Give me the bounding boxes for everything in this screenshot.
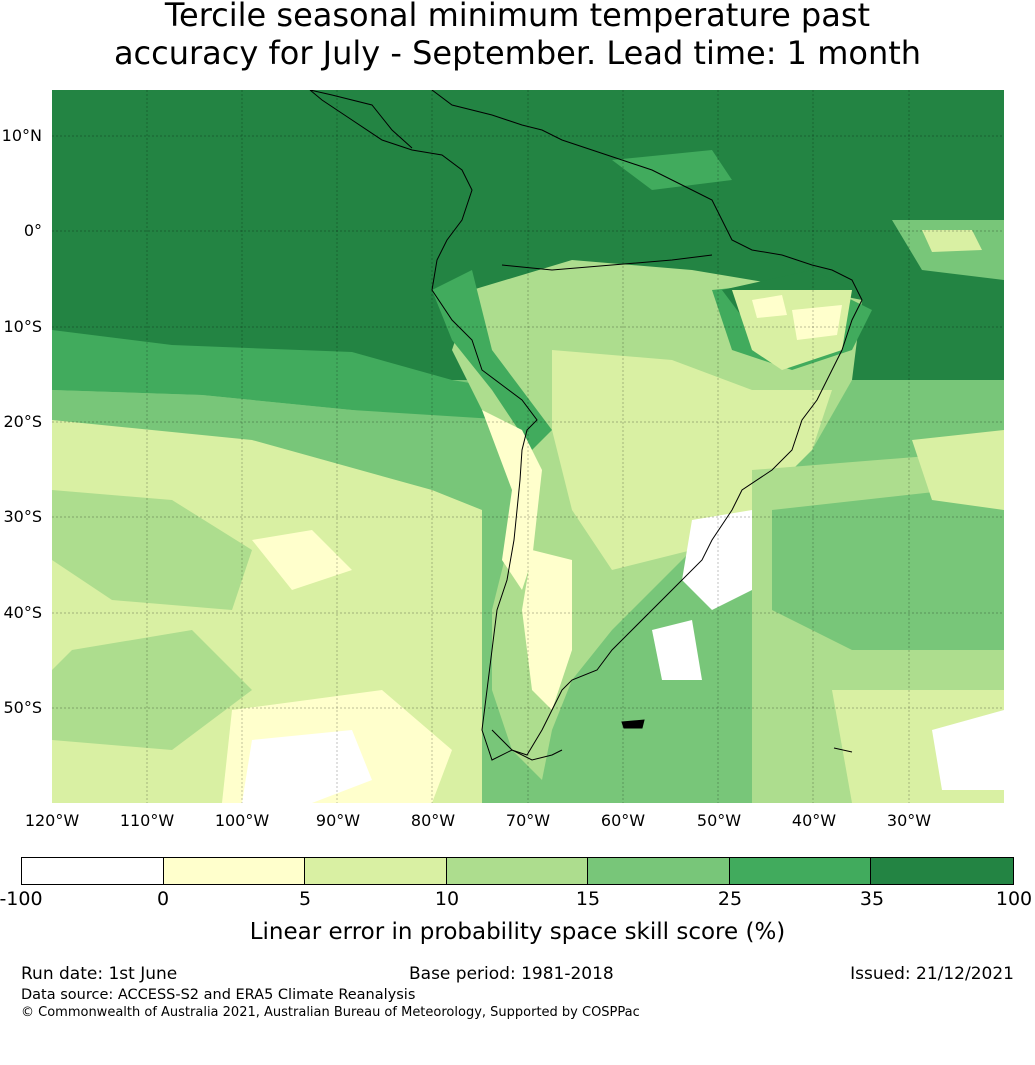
zone-sa-mid [772,490,1004,650]
zone-andes-pale [482,410,542,590]
chart-title: Tercile seasonal minimum temperature pas… [0,0,1035,72]
patch-ne-2 [792,305,842,340]
colorbar-seg-below-0 [22,858,164,884]
zone-andes-north [432,270,552,450]
patch-ne-1 [752,295,787,318]
colorbar-label: Linear error in probability space skill … [249,919,786,945]
lon-label-40w: 40°W [791,811,837,830]
lat-label-0: 0° [23,221,42,240]
lon-label-70w: 70°W [505,811,551,830]
colorbar-tick-100: 100 [995,888,1033,910]
colorbar-tick-10: 10 [434,888,460,910]
river-amazon [501,254,713,271]
patch-caribbean [612,150,732,190]
lon-label-100w: 100°W [214,811,270,830]
colorbar-seg-5-10 [305,858,448,884]
coastline-tierra-del-fuego [491,729,563,761]
patch-sa-1 [652,620,702,680]
colorbar-seg-35-100 [871,858,1014,884]
lat-label-10s: 10°S [3,317,42,336]
copyright: © Commonwealth of Australia 2021, Austra… [21,1005,640,1020]
patch-5 [252,530,352,590]
colorbar-seg-0-5 [163,858,306,884]
skill-score-map [52,90,1004,803]
patch-sa-white [932,710,1004,790]
lon-label-80w: 80°W [410,811,456,830]
title-line-2: accuracy for July - September. Lead time… [113,34,922,72]
lon-label-50w: 50°W [696,811,742,830]
zone-mid-lat [52,390,472,490]
patch-4 [242,730,372,803]
graticule [52,90,1004,803]
colorbar-tick-neg100: -100 [0,888,43,910]
run-date: Run date: 1st June [21,964,178,984]
colorbar-tick-5: 5 [298,888,312,910]
coastline-falklands [621,719,645,729]
lon-label-90w: 90°W [315,811,361,830]
lon-label-30w: 30°W [886,811,932,830]
coastline-south-georgia [833,747,853,753]
map-svg [52,90,1004,803]
lon-label-60w: 60°W [600,811,646,830]
coastline-south-america [309,90,863,761]
lat-label-40s: 40°S [3,603,42,622]
zone-transition [52,330,512,420]
coastline-central-america [309,90,413,149]
colorbar-seg-10-15 [447,858,588,884]
patch-sa-east [912,430,1004,510]
lat-label-20s: 20°S [3,412,42,431]
lon-label-120w: 120°W [24,811,80,830]
title-line-1: Tercile seasonal minimum temperature pas… [164,0,871,34]
zone-south-atlantic-white [682,510,752,610]
lat-label-30s: 30°S [3,507,42,526]
data-source: Data source: ACCESS-S2 and ERA5 Climate … [21,987,416,1003]
zone-andes-south [522,550,572,710]
patch-2 [52,630,252,750]
patch-1 [52,490,252,610]
lat-label-50s: 50°S [3,698,42,717]
colorbar-tick-25: 25 [717,888,743,910]
colorbar-tick-15: 15 [575,888,601,910]
lat-label-10n: 10°N [1,126,42,145]
base-period: Base period: 1981-2018 [409,964,614,984]
colorbar-tick-35: 35 [859,888,885,910]
colorbar-tick-0: 0 [156,888,170,910]
colorbar-seg-15-25 [587,858,730,884]
zone-continent-core [552,350,832,570]
colorbar [21,857,1014,885]
lon-label-110w: 110°W [119,811,175,830]
colorbar-seg-25-35 [729,858,872,884]
patch-tropic-atl-2 [922,230,982,252]
issued-date: Issued: 21/12/2021 [850,964,1014,984]
